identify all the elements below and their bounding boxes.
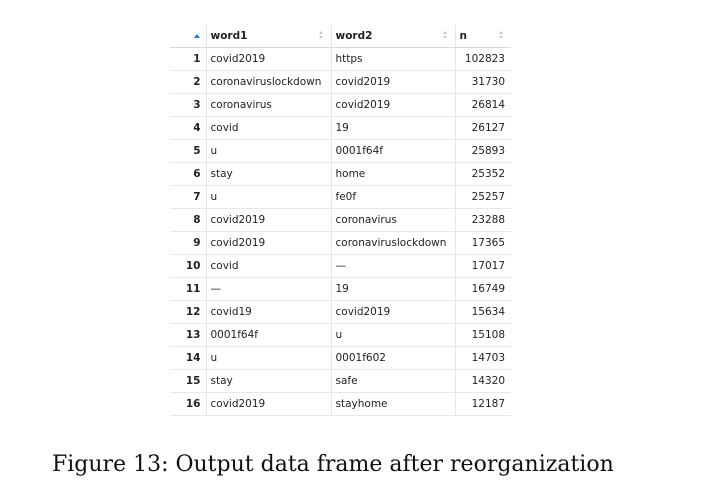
n-cell: 17365 (455, 231, 511, 255)
word2-cell: coronaviruslockdown (331, 231, 456, 255)
word1-cell: covid (206, 254, 332, 278)
word1-cell: stay (206, 369, 332, 393)
table-row: 2 coronaviruslockdown covid2019 31730 (170, 70, 511, 94)
row-index-cell: 9 (170, 231, 207, 255)
row-index-cell: 2 (170, 70, 207, 94)
table-row: 4 covid 19 26127 (170, 116, 511, 140)
column-header-word1[interactable]: word1 (206, 25, 332, 48)
table-row: 12 covid19 covid2019 15634 (170, 300, 511, 324)
table-header: word1 word2 n (170, 25, 511, 48)
word1-cell: covid19 (206, 300, 332, 324)
word1-cell: — (206, 277, 332, 301)
word2-cell: safe (331, 369, 456, 393)
n-cell: 16749 (455, 277, 511, 301)
word1-cell: stay (206, 162, 332, 186)
word2-cell: covid2019 (331, 70, 456, 94)
header-row: word1 word2 n (170, 25, 511, 48)
table-row: 5 u 0001f64f 25893 (170, 139, 511, 163)
n-cell: 26127 (455, 116, 511, 140)
word2-cell: — (331, 254, 456, 278)
table-row: 8 covid2019 coronavirus 23288 (170, 208, 511, 232)
word2-cell: stayhome (331, 392, 456, 416)
table-row: 3 coronavirus covid2019 26814 (170, 93, 511, 117)
word2-cell: coronavirus (331, 208, 456, 232)
column-header-word1-label: word1 (210, 30, 248, 42)
word2-cell: home (331, 162, 456, 186)
row-index-cell: 12 (170, 300, 207, 324)
n-cell: 102823 (455, 47, 511, 71)
column-header-n[interactable]: n (455, 25, 511, 48)
n-cell: 14703 (455, 346, 511, 370)
n-cell: 12187 (455, 392, 511, 416)
table-row: 13 0001f64f u 15108 (170, 323, 511, 347)
row-index-cell: 1 (170, 47, 207, 71)
word1-cell: 0001f64f (206, 323, 332, 347)
word2-cell: 19 (331, 116, 456, 140)
data-frame-viewer: word1 word2 n 1 covid2019 https 102823 2 coro… (170, 25, 511, 416)
n-cell: 14320 (455, 369, 511, 393)
row-index-cell: 16 (170, 392, 207, 416)
word1-cell: u (206, 185, 332, 209)
column-header-word2-label: word2 (335, 30, 373, 42)
table-row: 15 stay safe 14320 (170, 369, 511, 393)
table-row: 14 u 0001f602 14703 (170, 346, 511, 370)
word1-cell: covid (206, 116, 332, 140)
row-index-cell: 14 (170, 346, 207, 370)
n-cell: 31730 (455, 70, 511, 94)
row-index-cell: 10 (170, 254, 207, 278)
sort-ascending-icon[interactable] (193, 34, 200, 38)
word2-cell: 19 (331, 277, 456, 301)
n-cell: 23288 (455, 208, 511, 232)
n-cell: 25893 (455, 139, 511, 163)
table-row: 7 u fe0f 25257 (170, 185, 511, 209)
column-header-n-label: n (459, 30, 467, 42)
n-cell: 17017 (455, 254, 511, 278)
n-cell: 15634 (455, 300, 511, 324)
sort-toggle-icon[interactable] (499, 31, 505, 41)
word1-cell: coronavirus (206, 93, 332, 117)
column-header-index[interactable] (170, 25, 207, 48)
n-cell: 15108 (455, 323, 511, 347)
word1-cell: coronaviruslockdown (206, 70, 332, 94)
word2-cell: u (331, 323, 456, 347)
row-index-cell: 11 (170, 277, 207, 301)
word1-cell: covid2019 (206, 47, 332, 71)
row-index-cell: 13 (170, 323, 207, 347)
sort-toggle-icon[interactable] (318, 31, 325, 41)
table-row: 6 stay home 25352 (170, 162, 511, 186)
word1-cell: covid2019 (206, 231, 332, 255)
n-cell: 26814 (455, 93, 511, 117)
table-row: 11—19 16749 (170, 277, 511, 301)
word2-cell: https (331, 47, 456, 71)
row-index-cell: 5 (170, 139, 207, 163)
word2-cell: covid2019 (331, 93, 456, 117)
row-index-cell: 8 (170, 208, 207, 232)
word1-cell: u (206, 139, 332, 163)
figure-caption: Figure 13: Output data frame after reorg… (52, 452, 614, 477)
word1-cell: covid2019 (206, 392, 332, 416)
row-index-cell: 7 (170, 185, 207, 209)
data-frame-table: word1 word2 n 1 covid2019 https 102823 2 coro… (170, 25, 511, 416)
n-cell: 25257 (455, 185, 511, 209)
table-row: 9 covid2019 coronaviruslockdown 17365 (170, 231, 511, 255)
word2-cell: 0001f64f (331, 139, 456, 163)
table-row: 16 covid2019 stayhome 12187 (170, 392, 511, 416)
row-index-cell: 3 (170, 93, 207, 117)
sort-toggle-icon[interactable] (442, 31, 449, 41)
table-row: 10 covid —17017 (170, 254, 511, 278)
n-cell: 25352 (455, 162, 511, 186)
word1-cell: u (206, 346, 332, 370)
row-index-cell: 4 (170, 116, 207, 140)
table-body: 1 covid2019 https 102823 2 coronaviruslockdow… (170, 47, 511, 416)
row-index-cell: 15 (170, 369, 207, 393)
row-index-cell: 6 (170, 162, 207, 186)
word2-cell: 0001f602 (331, 346, 456, 370)
word1-cell: covid2019 (206, 208, 332, 232)
column-header-word2[interactable]: word2 (331, 25, 456, 48)
word2-cell: covid2019 (331, 300, 456, 324)
table-row: 1 covid2019 https 102823 (170, 47, 511, 71)
word2-cell: fe0f (331, 185, 456, 209)
